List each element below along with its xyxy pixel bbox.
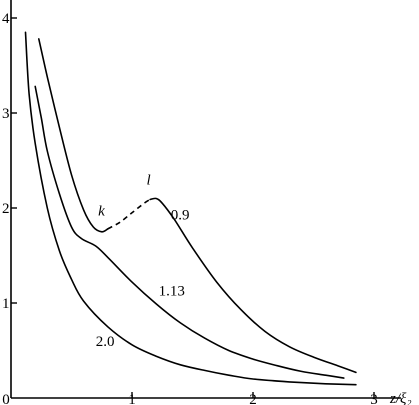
y-tick-label: 3: [2, 106, 10, 122]
x-axis-title: z/ξ₂: [389, 391, 412, 405]
point-label-k: k: [98, 204, 105, 220]
series-labels: 0.9 1.13 2.0: [96, 207, 190, 349]
x-tick-label: 0: [2, 392, 10, 405]
series-label: 1.13: [159, 283, 185, 299]
point-annotations: kl: [98, 172, 151, 219]
y-tick-label: 1: [2, 296, 10, 312]
series-line-0-9-segment: [149, 197, 357, 374]
series-label: 2.0: [96, 334, 115, 350]
series-label: 0.9: [171, 207, 190, 223]
tick-marks: [11, 17, 375, 398]
point-label-l: l: [147, 172, 151, 188]
chart-axes: [10, 0, 401, 399]
series-line-1-13-segment: [34, 85, 345, 379]
series-line-0-9-dashed-segment: [107, 198, 151, 230]
y-tick-label: 4: [2, 11, 10, 27]
series-line-0-9-segment: [38, 38, 109, 233]
x-tick-label: 3: [370, 392, 378, 405]
series-line-2-0-segment: [24, 31, 357, 386]
tick-labels: 0 1 2 3 1 2 3 4: [2, 11, 378, 405]
series-curves: [24, 31, 357, 386]
x-tick-label: 2: [249, 392, 257, 405]
x-tick-label: 1: [128, 392, 136, 405]
y-tick-label: 2: [2, 201, 10, 217]
